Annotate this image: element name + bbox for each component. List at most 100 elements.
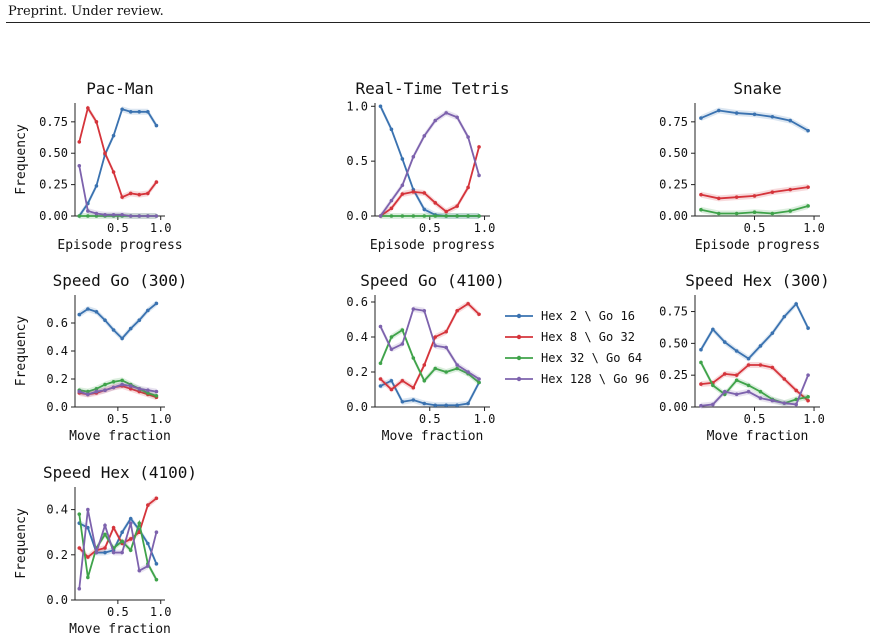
data-point: [400, 192, 405, 196]
data-point: [411, 154, 416, 159]
data-point: [137, 109, 142, 114]
data-point: [77, 312, 82, 317]
series-line: [379, 302, 480, 391]
data-point: [389, 335, 394, 339]
data-point: [422, 207, 427, 212]
series-line: [379, 146, 480, 217]
data-point: [788, 187, 793, 192]
data-point: [137, 568, 142, 573]
data-point: [782, 377, 787, 381]
data-point: [103, 388, 107, 393]
data-point: [466, 135, 470, 139]
data-point: [378, 377, 383, 381]
data-point: [806, 204, 810, 208]
data-point: [94, 387, 99, 391]
data-point: [120, 212, 124, 217]
legend: Hex 2 \ Go 16 Hex 8 \ Go 32 Hex 32 \ Go 64…: [505, 309, 649, 386]
data-point: [389, 347, 394, 352]
data-point: [444, 329, 448, 334]
chart-title: Speed Hex (4100): [43, 463, 197, 482]
y-axis-label: Frequency: [14, 124, 29, 195]
data-point: [444, 209, 448, 214]
legend-marker: [516, 313, 522, 319]
data-point: [146, 308, 150, 313]
data-point: [378, 104, 383, 109]
y-tick-label: 0.75: [659, 305, 688, 319]
x-tick-label: 1.0: [150, 412, 172, 426]
y-tick-label: 0.00: [659, 400, 688, 414]
series-confidence-band: [700, 107, 809, 134]
data-point: [758, 363, 763, 367]
series-line: [700, 364, 809, 402]
data-point: [120, 336, 124, 341]
data-point: [788, 118, 793, 123]
data-point: [794, 402, 798, 407]
data-point: [411, 307, 416, 311]
data-point: [128, 191, 133, 196]
data-point: [378, 361, 383, 366]
data-point: [146, 388, 150, 393]
y-tick-label: 0.00: [39, 209, 68, 223]
data-point: [782, 314, 787, 319]
chart-title: Speed Go (300): [53, 271, 188, 290]
data-point: [154, 562, 159, 566]
data-point: [94, 389, 99, 394]
data-point: [86, 389, 90, 394]
x-tick-label: 1.0: [150, 221, 172, 235]
data-point: [455, 204, 459, 208]
series-confidence-band: [79, 381, 157, 398]
data-point: [154, 577, 159, 582]
y-tick-label: 0.50: [39, 146, 68, 160]
data-point: [137, 387, 142, 391]
data-point: [154, 394, 159, 398]
data-point: [111, 212, 116, 217]
x-tick-label: 1.0: [150, 605, 172, 619]
data-point: [746, 383, 751, 388]
data-point: [770, 211, 775, 216]
data-point: [137, 192, 142, 197]
data-point: [422, 401, 427, 406]
data-point: [699, 347, 703, 352]
data-point: [154, 214, 159, 218]
chart-pac-man: Pac-Man 0.00 0.25 0.50 0.75 0.5 1.0 Episode pro…: [14, 79, 183, 253]
series-line: [700, 302, 809, 360]
series-line: [78, 497, 157, 559]
data-point: [752, 194, 757, 198]
data-point: [722, 389, 727, 394]
data-point: [400, 342, 405, 346]
data-point: [711, 327, 715, 332]
data-point: [146, 191, 150, 196]
y-tick-label: 0.0: [46, 400, 68, 414]
data-point: [477, 380, 481, 385]
series-line: [380, 379, 480, 407]
data-point: [722, 340, 727, 344]
chart-title: Real-Time Tetris: [355, 79, 509, 98]
data-point: [699, 207, 703, 212]
data-point: [711, 402, 715, 407]
x-axis-label: Move fraction: [69, 622, 171, 637]
data-point: [455, 403, 459, 408]
data-point: [154, 496, 159, 501]
data-point: [433, 343, 438, 348]
data-point: [734, 211, 739, 216]
y-tick-label: 0.50: [659, 146, 688, 160]
data-point: [422, 363, 427, 367]
legend-label: Hex 8 \ Go 32: [541, 330, 635, 344]
data-point: [806, 398, 810, 403]
data-point: [77, 163, 82, 168]
data-point: [794, 302, 798, 306]
data-point: [137, 318, 142, 323]
page-header: Preprint. Under review.: [8, 4, 164, 19]
data-point: [86, 525, 90, 530]
series-line: [379, 111, 480, 217]
data-point: [77, 586, 82, 591]
data-point: [111, 328, 116, 332]
data-point: [86, 392, 90, 397]
data-point: [752, 112, 757, 117]
data-point: [411, 214, 416, 218]
data-point: [111, 385, 116, 390]
data-point: [444, 345, 448, 350]
chart-title: Pac-Man: [86, 79, 153, 98]
data-point: [103, 546, 107, 550]
header-rule: [6, 22, 870, 23]
